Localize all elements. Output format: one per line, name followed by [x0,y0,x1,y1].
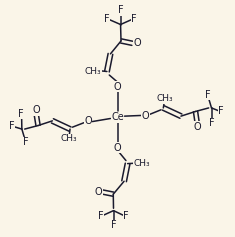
Text: CH₃: CH₃ [85,67,102,76]
Text: F: F [18,109,24,119]
Text: F: F [98,211,103,222]
Text: F: F [111,220,116,230]
Text: O: O [114,82,121,92]
Text: F: F [205,90,210,100]
Text: O: O [32,105,40,115]
Text: F: F [209,118,214,128]
Text: CH₃: CH₃ [157,95,173,104]
Text: F: F [104,14,110,24]
Text: CH₃: CH₃ [61,134,77,143]
Text: O: O [95,187,102,197]
Text: F: F [123,211,129,222]
Text: O: O [134,38,141,48]
Text: O: O [114,143,121,153]
Text: CH₃: CH₃ [133,159,150,168]
Text: F: F [118,5,123,15]
Text: F: F [23,137,29,147]
Text: Ce: Ce [111,112,124,122]
Text: F: F [9,121,15,131]
Text: O: O [142,111,149,121]
Text: O: O [84,116,92,126]
Text: F: F [131,14,137,24]
Text: F: F [218,106,224,116]
Text: O: O [194,122,201,132]
